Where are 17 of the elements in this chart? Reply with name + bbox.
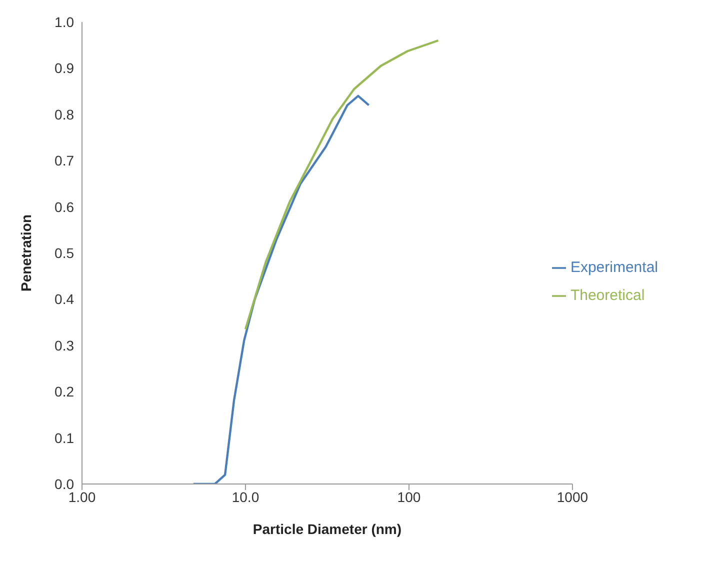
- x-axis-title: Particle Diameter (nm): [252, 521, 402, 537]
- x-tick-label: 1000: [556, 488, 588, 505]
- legend-label: Theoretical: [570, 287, 645, 304]
- y-tick-label: 0.5: [54, 244, 74, 261]
- y-tick-label: 0.1: [54, 430, 74, 446]
- y-tick-label: 0.3: [54, 337, 74, 354]
- x-tick-label: 10.0: [232, 488, 260, 505]
- y-tick-label: 0.2: [54, 384, 74, 400]
- legend-label: Experimental: [570, 259, 658, 276]
- y-tick-label: 0.8: [54, 106, 74, 122]
- y-tick-label: 1.0: [54, 14, 74, 30]
- y-tick-label: 0.7: [54, 152, 74, 169]
- y-axis-title: Penetration: [18, 214, 34, 292]
- y-tick-label: 0.6: [54, 198, 74, 215]
- y-tick-label: 0.9: [54, 60, 74, 76]
- x-tick-label: 100: [397, 488, 421, 505]
- y-tick-label: 0.4: [54, 291, 74, 308]
